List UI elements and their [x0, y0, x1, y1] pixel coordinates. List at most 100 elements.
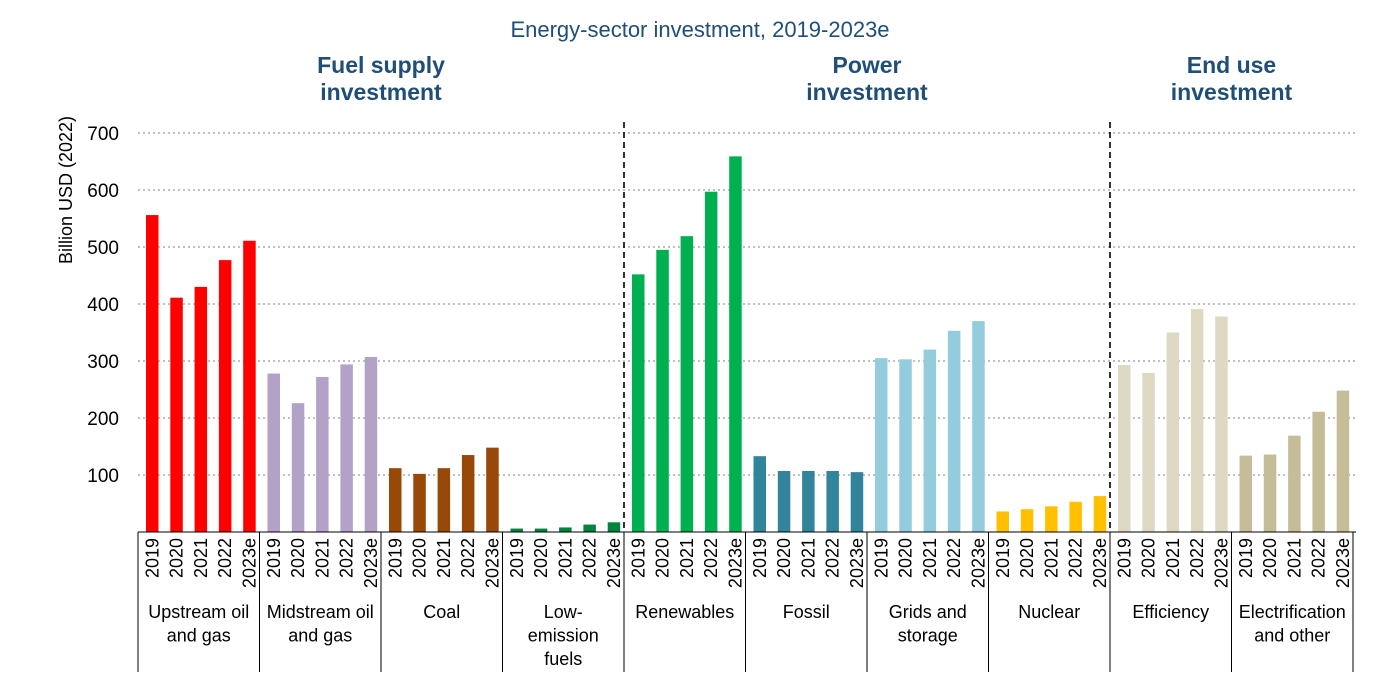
bar: [364, 357, 378, 532]
group-label: Upstream oil: [148, 602, 249, 622]
group-label: storage: [898, 626, 958, 646]
section-header: investment: [1171, 79, 1293, 105]
x-tick-label: 2022: [1187, 538, 1207, 578]
bar: [632, 274, 645, 532]
group-label: fuels: [544, 649, 582, 669]
x-tick-label: 2019: [264, 538, 284, 578]
bar: [1288, 435, 1301, 532]
x-tick-label: 2023e: [725, 538, 745, 588]
x-tick-label: 2021: [1163, 538, 1183, 578]
bar: [1190, 309, 1204, 532]
group-label: Electrification: [1239, 602, 1346, 622]
group-label: and other: [1254, 626, 1330, 646]
bar: [218, 260, 232, 532]
bar: [1093, 496, 1107, 532]
bar: [972, 321, 985, 532]
bar: [1118, 364, 1131, 532]
bar: [1239, 455, 1252, 532]
bar: [486, 447, 499, 532]
bar: [170, 297, 183, 532]
bar: [607, 522, 621, 532]
y-axis: 100 200 300 400 500 600 700: [87, 124, 119, 487]
x-tick-label: 2019: [507, 538, 527, 578]
x-tick-label: 2023e: [482, 538, 502, 588]
x-tick-label: 2020: [288, 538, 308, 578]
x-tick-label: 2021: [555, 538, 575, 578]
x-tick-label: 2022: [337, 538, 357, 578]
x-tick-label: 2023e: [239, 538, 259, 588]
x-tick-label: 2021: [677, 538, 697, 578]
bar: [826, 471, 839, 532]
x-tick-label: 2019: [871, 538, 891, 578]
x-tick-label: 2022: [458, 538, 478, 578]
bar: [340, 364, 353, 532]
bar: [802, 471, 815, 532]
bar: [437, 468, 451, 532]
x-tick-label: 2023e: [1211, 538, 1231, 588]
bar: [1142, 372, 1155, 532]
x-tick-label: 2019: [1236, 538, 1256, 578]
y-tick-label: 600: [87, 181, 119, 202]
x-tick-label: 2020: [1139, 538, 1159, 578]
x-tick-label: 2020: [167, 538, 187, 578]
x-tick-label: 2019: [385, 538, 405, 578]
bar: [316, 376, 329, 532]
bar: [267, 373, 280, 532]
x-tick-label: 2022: [944, 538, 964, 578]
bar: [923, 349, 937, 532]
bar: [875, 358, 888, 532]
group-label: emission: [528, 626, 599, 646]
group-label: Fossil: [783, 602, 830, 622]
bar: [389, 468, 402, 532]
group-label: Renewables: [635, 602, 734, 622]
group-label: Efficiency: [1132, 602, 1209, 622]
x-tick-label: 2023e: [1090, 538, 1110, 588]
x-tick-label: 2023e: [361, 538, 381, 588]
bar: [680, 236, 694, 533]
x-tick-label: 2023e: [968, 538, 988, 588]
group-label: Grids and: [889, 602, 967, 622]
section-header: investment: [320, 79, 442, 105]
bar: [996, 511, 1009, 532]
group-label: Coal: [423, 602, 460, 622]
x-tick-label: 2021: [1041, 538, 1061, 578]
bar: [1069, 501, 1082, 532]
bar: [413, 473, 426, 532]
bar: [559, 527, 572, 532]
x-tick-label: 2020: [410, 538, 430, 578]
x-tick-label: 2021: [920, 538, 940, 578]
x-tick-label: 2020: [653, 538, 673, 578]
x-tick-label: 2023e: [604, 538, 624, 588]
x-tick-label: 2022: [215, 538, 235, 578]
bar: [777, 471, 791, 532]
section-header: Fuel supply: [317, 52, 445, 78]
x-tick-label: 2019: [1114, 538, 1134, 578]
bar: [146, 215, 159, 532]
bar: [534, 528, 548, 532]
bars: [146, 156, 1350, 533]
y-tick-label: 500: [87, 238, 119, 259]
group-label: and gas: [167, 626, 231, 646]
section-dividers: [623, 122, 1111, 532]
x-tick-label: 2021: [312, 538, 332, 578]
bar: [1263, 454, 1277, 532]
chart-title: Energy-sector investment, 2019-2023e: [510, 17, 889, 42]
y-tick-label: 700: [87, 124, 119, 145]
x-tick-label: 2022: [1309, 538, 1329, 578]
bar: [1312, 411, 1325, 532]
x-tick-label: 2019: [142, 538, 162, 578]
section-headers: Fuel supplyinvestmentPowerinvestmentEnd …: [317, 52, 1292, 105]
bar: [194, 286, 208, 532]
y-tick-label: 400: [87, 295, 119, 316]
bar: [1215, 316, 1228, 532]
bar: [729, 156, 742, 532]
x-tick-label: 2020: [896, 538, 916, 578]
bar: [704, 191, 718, 532]
group-label: and gas: [288, 626, 352, 646]
bar: [291, 403, 305, 532]
y-tick-label: 200: [87, 409, 119, 430]
x-tick-label: 2020: [774, 538, 794, 578]
section-header: investment: [806, 79, 928, 105]
